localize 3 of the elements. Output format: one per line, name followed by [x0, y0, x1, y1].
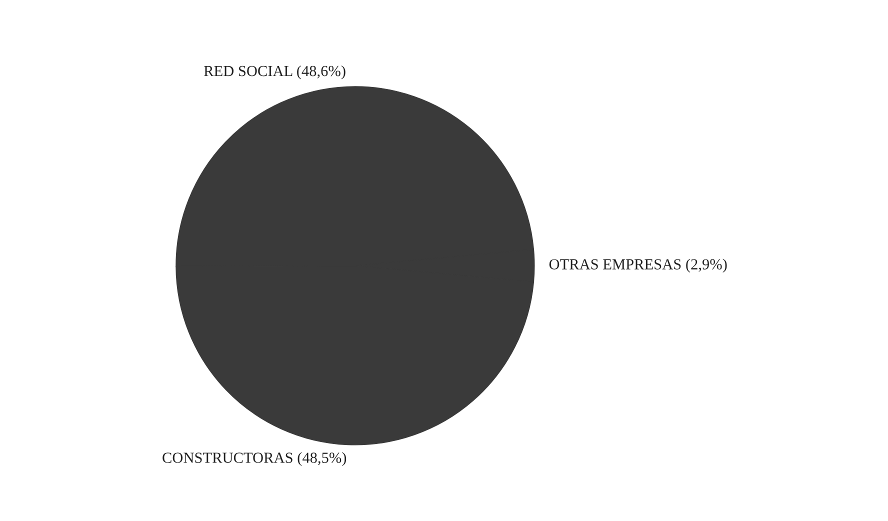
slice-label: RED SOCIAL (48,6%): [204, 65, 346, 80]
slice-label: CONSTRUCTORAS (48,5%): [162, 452, 346, 466]
slice-label: OTRAS EMPRESAS (2,9%): [549, 258, 727, 273]
